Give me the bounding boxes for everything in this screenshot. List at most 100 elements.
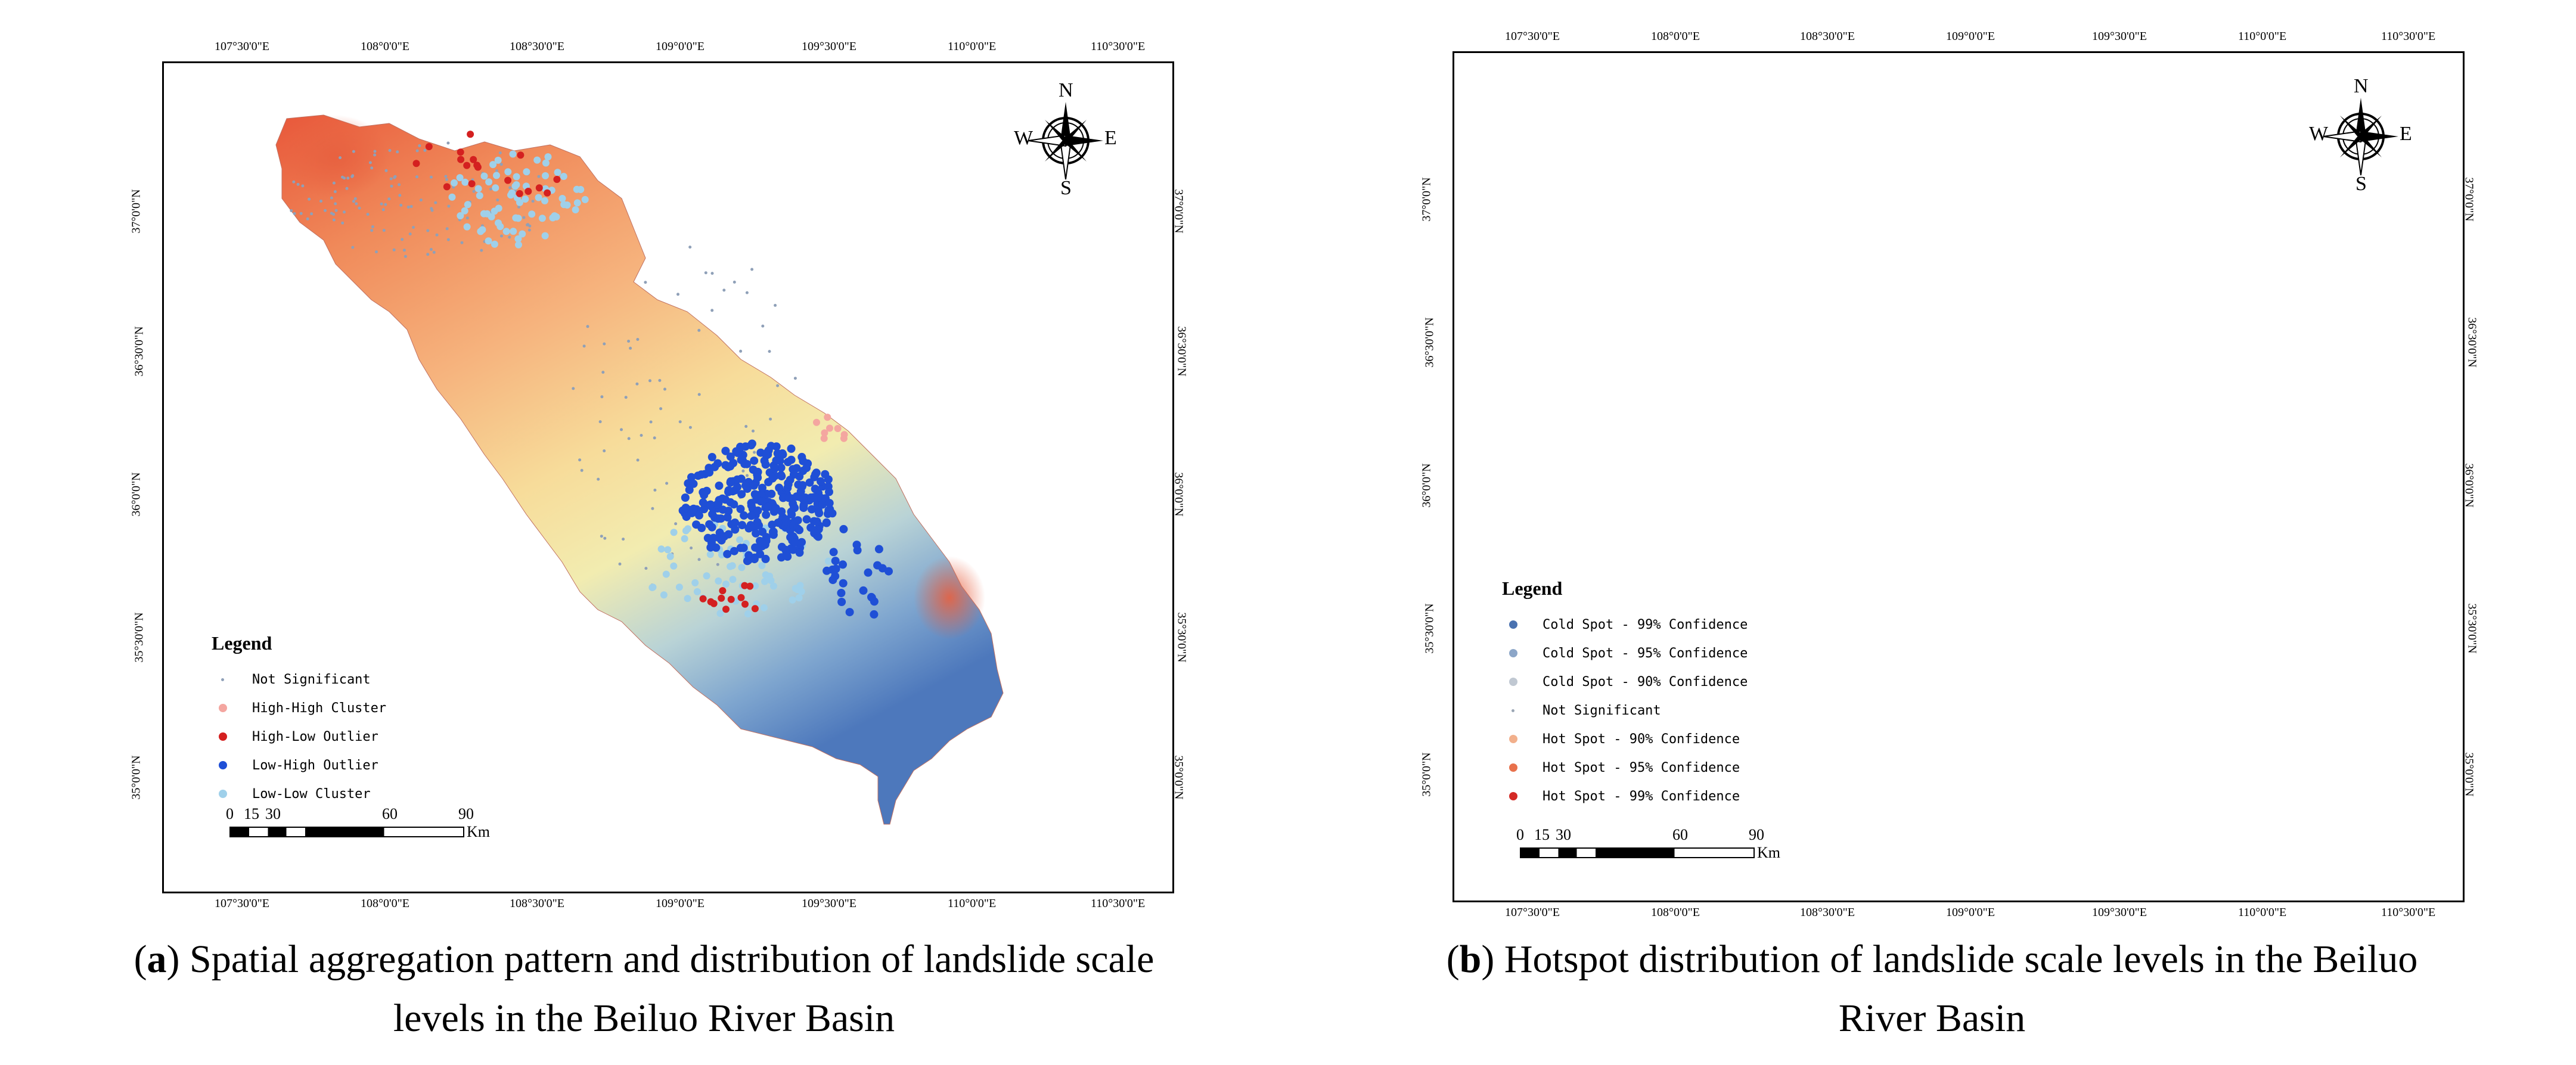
landslide-point [706, 543, 715, 552]
landslide-point [334, 209, 338, 212]
landslide-point [695, 511, 703, 520]
landslide-point [408, 232, 412, 236]
y-tick-label: 37°0'0"N [1420, 177, 1433, 222]
landslide-point [412, 160, 420, 167]
landslide-point [777, 542, 786, 551]
landslide-point [541, 197, 548, 204]
landslide-point [761, 460, 770, 469]
x-tick-label: 110°0'0"E [2238, 30, 2287, 43]
legend-swatch [1512, 709, 1514, 712]
landslide-point [635, 382, 639, 386]
landslide-point [489, 187, 492, 191]
landslide-point [577, 186, 585, 193]
landslide-point [468, 180, 476, 188]
landslide-point [784, 493, 793, 502]
landslide-point [674, 522, 678, 526]
landslide-point [624, 396, 628, 399]
landslide-point [777, 463, 786, 472]
caption-line1: Hotspot distribution of landslide scale … [1494, 937, 2418, 981]
landslide-point [496, 198, 499, 202]
landslide-point [332, 218, 336, 222]
landslide-point [495, 169, 498, 172]
landslide-point [726, 452, 735, 461]
landslide-point [445, 227, 449, 231]
landslide-point [509, 150, 517, 158]
legend-item: Not Significant [212, 665, 386, 694]
x-tick-label: 109°30'0"E [2092, 30, 2147, 43]
landslide-point [787, 455, 796, 464]
legend-a: Legend Not Significant High-High Cluster H… [212, 632, 386, 808]
landslide-point [834, 425, 842, 432]
landslide-point [745, 291, 749, 294]
landslide-point [447, 204, 451, 208]
landslide-point [753, 473, 762, 482]
landslide-point [301, 184, 305, 188]
x-tick-label: 109°30'0"E [2092, 906, 2147, 919]
landslide-point [339, 156, 342, 160]
landslide-point [776, 384, 780, 387]
landslide-point [537, 175, 541, 178]
landslide-point [477, 228, 485, 235]
basin-map-a [275, 114, 1004, 825]
landslide-point [523, 168, 530, 176]
landslide-point [470, 156, 477, 163]
landslide-point [572, 387, 575, 390]
legend-swatch [1509, 792, 1517, 800]
x-tick-label: 110°30'0"E [2381, 30, 2436, 43]
landslide-point [446, 141, 450, 145]
landslide-point [687, 473, 696, 482]
landslide-point [770, 464, 779, 473]
landslide-point [750, 555, 759, 564]
landslide-point [697, 558, 701, 561]
caption-line2: River Basin [1838, 996, 2026, 1040]
landslide-point [535, 184, 543, 192]
legend-label: High-High Cluster [252, 700, 387, 716]
landslide-point [697, 393, 701, 396]
landslide-point [618, 562, 622, 566]
landslide-point [373, 153, 377, 157]
y-tick-label: 36°30'0"N [2465, 317, 2479, 368]
landslide-point [553, 176, 561, 183]
landslide-point [727, 563, 734, 570]
landslide-point [795, 548, 804, 557]
landslide-point [723, 513, 732, 522]
landslide-point [500, 234, 503, 238]
y-tick-label: 35°30'0"N [2465, 603, 2479, 654]
landslide-point [744, 610, 752, 617]
landslide-point [445, 178, 448, 181]
landslide-point [675, 583, 683, 591]
landslide-point [767, 577, 775, 584]
caption-a: (a) Spatial aggregation pattern and dist… [134, 937, 1154, 1040]
landslide-point [739, 349, 743, 353]
landslide-point [831, 557, 840, 566]
landslide-point [398, 183, 401, 187]
landslide-point [620, 428, 623, 431]
landslide-point [681, 535, 688, 542]
landslide-point [802, 464, 811, 473]
landslide-point [370, 166, 374, 170]
landslide-point [693, 588, 701, 595]
landslide-point [366, 213, 370, 216]
landslide-point [648, 583, 656, 591]
legend-label: Not Significant [1543, 703, 1661, 718]
landslide-point [446, 238, 450, 241]
landslide-point [351, 246, 355, 249]
landslide-point [682, 527, 690, 535]
landslide-point [457, 156, 465, 163]
landslide-point [465, 216, 469, 220]
landslide-point [404, 254, 407, 258]
landslide-point [432, 250, 436, 254]
landslide-point [697, 470, 706, 479]
landslide-point [463, 223, 471, 231]
legend-swatch [1509, 678, 1517, 686]
legend-label: Cold Spot - 99% Confidence [1543, 617, 1748, 632]
landslide-point [758, 483, 766, 492]
landslide-point [859, 586, 868, 595]
scale-label: 60 [382, 805, 398, 822]
x-tick-label: 109°30'0"E [802, 897, 856, 910]
landslide-point [738, 564, 746, 572]
x-tick-label: 109°0'0"E [656, 897, 704, 910]
landslide-point [649, 420, 653, 424]
landslide-point [290, 209, 293, 212]
landslide-point [430, 207, 433, 210]
